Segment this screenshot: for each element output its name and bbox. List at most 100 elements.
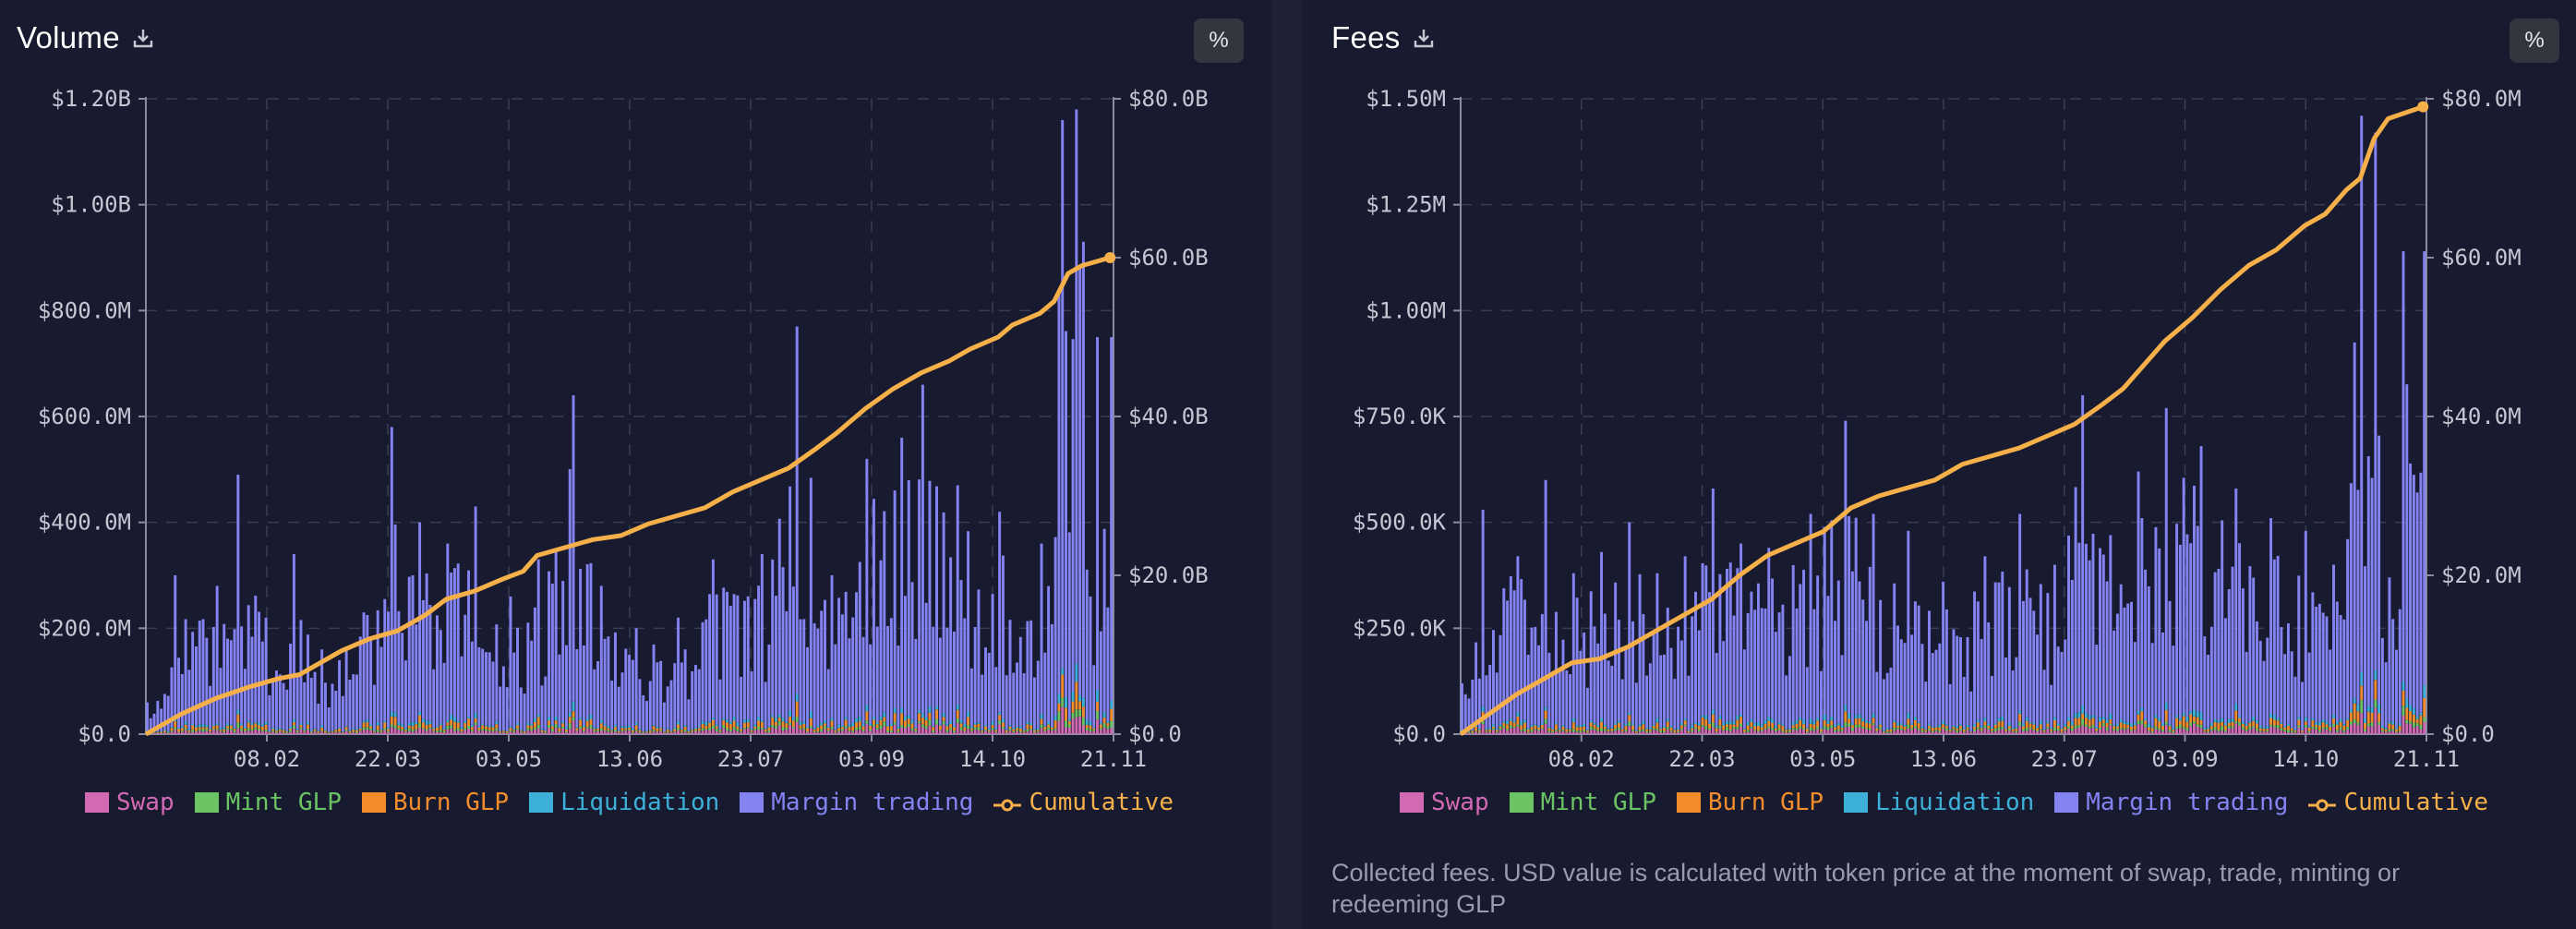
bar-segment <box>1050 726 1053 728</box>
bar-margin-trading <box>656 662 659 727</box>
bar-margin-trading <box>2081 395 2085 706</box>
y-left-tick-label: $250.0K <box>1353 615 1447 641</box>
bar-margin-trading <box>2280 627 2283 723</box>
bar-segment <box>2189 711 2193 715</box>
legend-item-cumulative[interactable]: Cumulative <box>993 789 1174 816</box>
bar-margin-trading <box>379 646 383 730</box>
bar-margin-trading <box>1078 265 1082 695</box>
bar-segment <box>565 730 568 733</box>
percent-toggle-button[interactable]: % <box>1194 18 1244 63</box>
bar-segment <box>533 727 536 730</box>
bar-segment <box>1732 724 1736 728</box>
bar-segment <box>1679 730 1683 734</box>
bar-margin-trading <box>184 619 187 722</box>
bar-segment <box>1882 730 1885 731</box>
bar-segment <box>446 722 450 726</box>
legend-item-margin-trading[interactable]: Margin trading <box>740 789 973 816</box>
percent-toggle-button[interactable]: % <box>2510 18 2559 63</box>
bar-margin-trading <box>2380 637 2384 726</box>
bar-margin-trading <box>645 701 648 731</box>
bar-margin-trading <box>1962 677 1966 729</box>
bar-segment <box>2286 732 2290 734</box>
bar-segment <box>223 730 226 733</box>
bar-segment <box>2081 705 2085 714</box>
legend-item-swap[interactable]: Swap <box>1400 789 1489 816</box>
bar-segment <box>1760 724 1763 728</box>
bar-segment <box>1067 718 1071 721</box>
bar-segment <box>883 717 886 722</box>
bar-segment <box>2380 725 2384 729</box>
bar-margin-trading <box>2262 660 2266 728</box>
legend-item-mint-glp[interactable]: Mint GLP <box>194 789 342 816</box>
bar-segment <box>177 731 181 733</box>
bar-segment <box>1834 727 1836 730</box>
bar-segment <box>2150 728 2154 731</box>
legend-item-margin-trading[interactable]: Margin trading <box>2054 789 2288 816</box>
bar-segment <box>2311 729 2315 734</box>
bar-segment <box>579 726 583 730</box>
bar-segment <box>1893 728 1896 731</box>
bar-segment <box>383 722 387 729</box>
bar-segment <box>415 724 418 730</box>
bar-segment <box>781 721 785 728</box>
bar-segment <box>910 723 914 729</box>
bar-segment <box>1603 730 1607 734</box>
bar-segment <box>2213 727 2217 730</box>
download-icon[interactable] <box>1412 26 1436 50</box>
bar-segment <box>809 728 813 734</box>
bar-segment <box>652 731 656 734</box>
bar-segment <box>2286 725 2290 730</box>
bar-segment <box>1944 726 1948 729</box>
bar-segment <box>673 729 677 732</box>
bar-segment <box>1673 732 1677 733</box>
bar-segment <box>585 728 589 734</box>
bar-segment <box>1795 720 1799 724</box>
bar-segment <box>767 727 771 730</box>
bar-margin-trading <box>981 674 984 730</box>
bar-segment <box>1910 728 1914 730</box>
bar-segment <box>184 728 187 730</box>
bar-segment <box>358 729 362 730</box>
bar-segment <box>648 732 652 733</box>
legend-item-cumulative[interactable]: Cumulative <box>2308 789 2488 816</box>
bar-segment <box>638 731 642 733</box>
bar-segment <box>2182 716 2185 728</box>
download-icon[interactable] <box>131 26 155 50</box>
bar-segment <box>1973 729 1977 731</box>
bar-segment <box>977 727 981 730</box>
bar-segment <box>215 730 219 734</box>
bar-margin-trading <box>746 596 750 719</box>
bar-margin-trading <box>160 708 163 731</box>
legend-item-liquidation[interactable]: Liquidation <box>1844 789 2034 816</box>
bar-margin-trading <box>2364 566 2366 719</box>
bar-segment <box>607 725 610 729</box>
bar-segment <box>2409 705 2413 712</box>
legend-item-burn-glp[interactable]: Burn GLP <box>1676 789 1824 816</box>
bar-segment <box>1767 717 1771 721</box>
bar-segment <box>432 730 436 732</box>
bar-segment <box>1742 729 1746 732</box>
bar-segment <box>1763 729 1767 734</box>
bar-segment <box>2099 728 2101 730</box>
legend-item-mint-glp[interactable]: Mint GLP <box>1509 789 1656 816</box>
bar-margin-trading <box>352 674 355 729</box>
bar-margin-trading <box>2168 600 2172 725</box>
legend-item-burn-glp[interactable]: Burn GLP <box>361 789 509 816</box>
bar-segment <box>952 730 956 733</box>
bar-segment <box>2217 730 2221 732</box>
bar-margin-trading <box>1893 583 1896 721</box>
legend-item-swap[interactable]: Swap <box>85 789 175 816</box>
bar-margin-trading <box>317 703 320 731</box>
bar-segment <box>813 731 816 734</box>
bar-segment <box>1763 723 1767 729</box>
bar-segment <box>1666 718 1669 722</box>
bar-segment <box>1694 724 1697 728</box>
bar-margin-trading <box>802 619 806 722</box>
bar-segment <box>491 730 495 732</box>
bar-segment <box>620 728 624 731</box>
bar-segment <box>1593 722 1596 725</box>
bar-segment <box>1725 730 1728 734</box>
legend-item-liquidation[interactable]: Liquidation <box>529 789 719 816</box>
bar-margin-trading <box>610 680 614 730</box>
bar-segment <box>2025 720 2028 729</box>
